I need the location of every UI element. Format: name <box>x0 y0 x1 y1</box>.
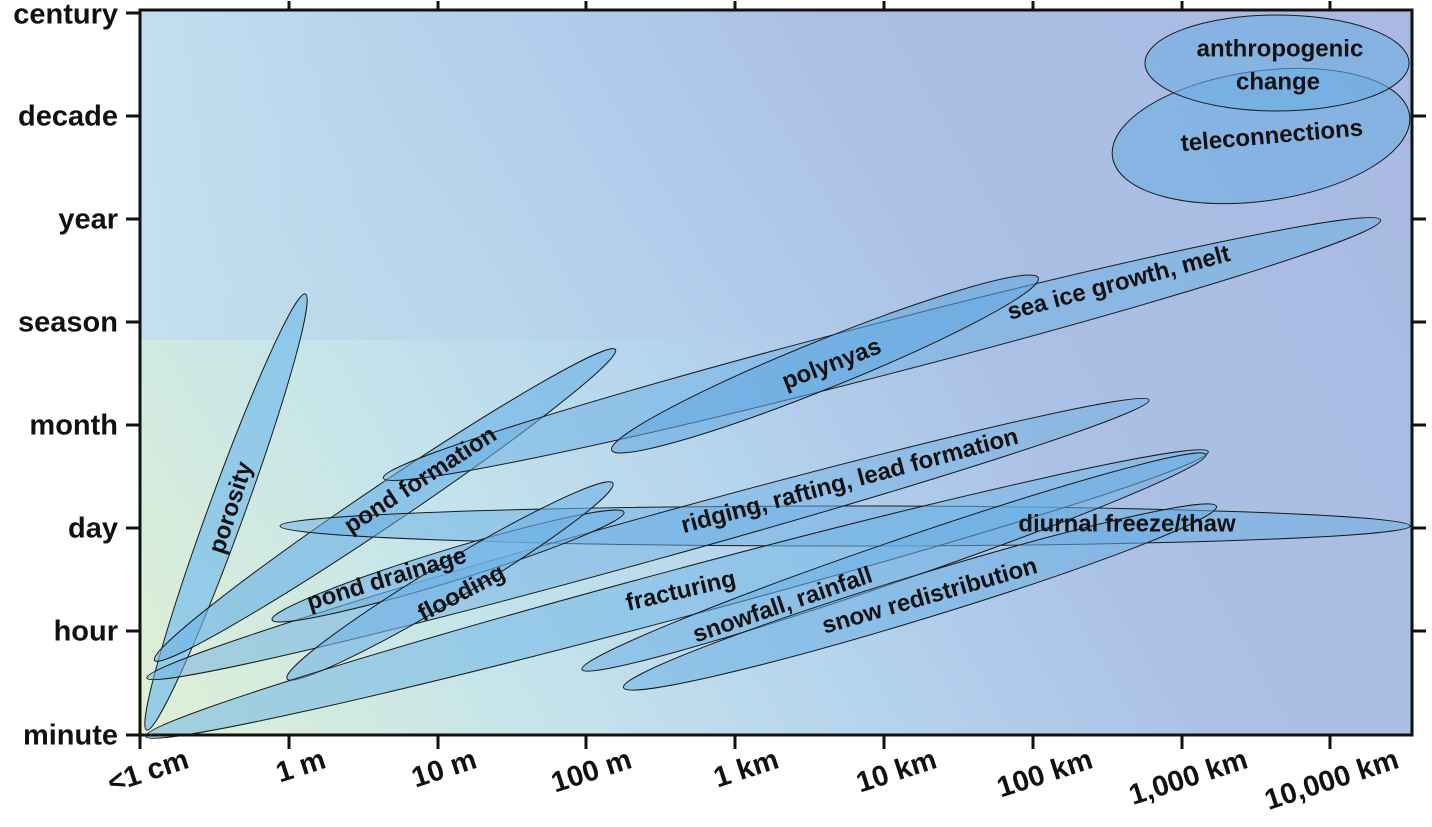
plot-frame <box>138 8 1414 737</box>
y-label-day: day <box>68 513 118 545</box>
x-label-10m: 10 m <box>408 744 481 795</box>
x-label-100km: 100 km <box>993 744 1096 805</box>
plot-background-overlay <box>140 10 900 340</box>
y-label-hour: hour <box>54 616 118 648</box>
x-axis-labels: <1 cm 1 m 10 m 100 m 1 km 10 km 100 km 1… <box>104 744 1403 817</box>
x-label-1000km: 1,000 km <box>1125 744 1251 812</box>
x-axis-ticks <box>138 1 1332 749</box>
y-label-season: season <box>18 307 118 339</box>
x-label-1km: 1 km <box>710 744 783 795</box>
y-label-minute: minute <box>23 720 118 752</box>
flooding-region <box>286 481 614 681</box>
y-axis-ticks <box>126 11 1426 737</box>
anthropogenic-change-label-line-2: change <box>1236 68 1320 95</box>
x-label-10000km: 10,000 km <box>1261 744 1403 817</box>
x-label-1m: 1 m <box>272 744 329 790</box>
y-label-decade: decade <box>18 101 118 133</box>
y-axis-labels: minute hour day month season year decade… <box>13 0 118 752</box>
x-label-100m: 100 m <box>547 744 635 800</box>
process-ellipses <box>144 14 1411 739</box>
x-label-1cm: <1 cm <box>104 744 193 800</box>
porosity-region <box>144 293 308 731</box>
polynyas-region <box>611 274 1039 454</box>
anthropogenic-change-region <box>1144 14 1410 112</box>
x-label-10km: 10 km <box>852 744 940 800</box>
anthropogenic-change-label-line-1: anthropogenic <box>1197 35 1364 62</box>
y-label-century: century <box>13 0 118 31</box>
diurnal-freeze-thaw-label: diurnal freeze/thaw <box>1018 510 1236 537</box>
y-label-year: year <box>58 204 118 236</box>
snow-redistribution-region <box>622 503 1218 691</box>
y-label-month: month <box>29 410 118 442</box>
